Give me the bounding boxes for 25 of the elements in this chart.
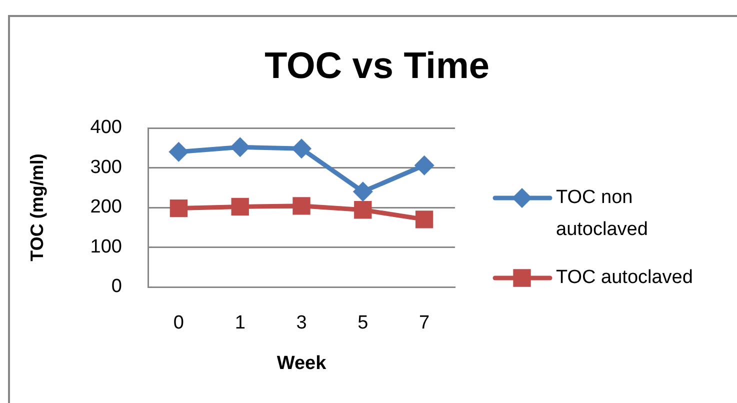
y-tick-label: 200 <box>90 196 122 218</box>
x-tick-label: 3 <box>296 312 307 334</box>
y-tick-label: 400 <box>90 117 122 138</box>
legend-label: TOC autoclaved <box>556 267 693 288</box>
x-axis-title: Week <box>276 352 327 374</box>
y-tick-label: 100 <box>90 236 122 258</box>
legend-label: TOC non autoclaved <box>556 187 648 240</box>
point <box>168 142 189 162</box>
point <box>354 201 372 219</box>
point <box>231 198 249 216</box>
y-tick-label: 0 <box>111 276 122 298</box>
x-tick-label: 7 <box>419 312 430 334</box>
x-tick-label: 0 <box>173 312 184 334</box>
point <box>415 210 434 228</box>
y-tick-label: 300 <box>90 156 122 178</box>
point <box>414 155 434 176</box>
y-axis-title: TOC (mg/ml) <box>26 154 47 262</box>
point <box>292 138 312 159</box>
point <box>352 182 373 202</box>
x-tick-label: 5 <box>358 312 368 334</box>
chart-title: TOC vs Time <box>264 45 490 86</box>
point <box>170 199 188 218</box>
point <box>292 197 310 215</box>
x-tick-label: 1 <box>234 312 246 334</box>
point <box>230 137 250 158</box>
